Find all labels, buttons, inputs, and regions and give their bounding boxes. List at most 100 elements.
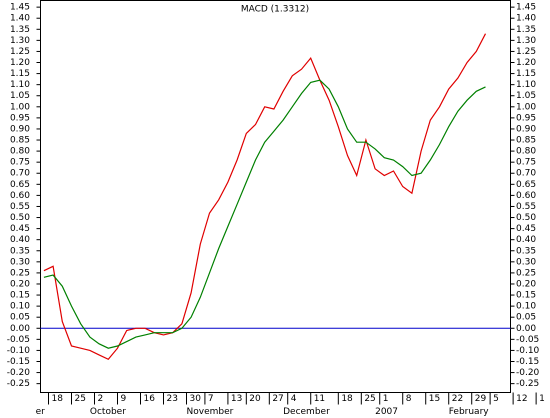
x-tick-label: 30 (190, 394, 202, 404)
y-tick-label-right: 0.90 (516, 124, 536, 134)
x-tick-label: 2 (98, 394, 104, 404)
y-tick-label-right: 0.60 (516, 191, 536, 201)
x-tick-label: 27 (272, 394, 283, 404)
y-tick-label: 0.65 (10, 180, 30, 190)
y-tick-label-right: 0.35 (516, 246, 536, 256)
y-tick-label: -0.10 (7, 346, 31, 356)
y-tick-label: 0.20 (10, 279, 30, 289)
y-tick-label-right: 1.45 (516, 3, 536, 13)
y-tick-label-right: 1.25 (516, 47, 536, 57)
y-tick-label-right: 1.15 (516, 69, 536, 79)
x-tick-label: 23 (167, 394, 178, 404)
y-tick-label: 0.90 (10, 124, 30, 134)
month-label: October (90, 407, 126, 417)
y-tick-label: -0.15 (7, 357, 30, 367)
x-tick-label: 29 (475, 394, 487, 404)
y-tick-label-right: 0.75 (516, 158, 536, 168)
y-tick-label: 0.00 (10, 324, 30, 334)
y-tick-label-right: -0.05 (516, 335, 539, 345)
y-tick-label: 0.75 (10, 158, 30, 168)
month-label: February (449, 407, 490, 417)
y-tick-label: 0.45 (10, 224, 30, 234)
plot-frame (40, 0, 511, 393)
month-label: er (36, 407, 46, 417)
x-tick-label: 25 (75, 394, 86, 404)
y-tick-label-right: 0.95 (516, 113, 536, 123)
y-tick-label: 0.15 (10, 291, 30, 301)
y-tick-label-right: 0.45 (516, 224, 536, 234)
y-tick-label-right: 0.40 (516, 235, 536, 245)
month-label: 2007 (375, 407, 398, 417)
y-tick-label: 0.70 (10, 169, 30, 179)
x-tick-label: 4 (291, 394, 297, 404)
y-tick-label: 1.40 (10, 14, 30, 24)
x-tick-label: 8 (406, 394, 412, 404)
x-tick-label: 9 (121, 394, 127, 404)
y-tick-label: 1.25 (10, 47, 30, 57)
y-tick-label-right: 0.65 (516, 180, 536, 190)
y-tick-label-right: -0.15 (516, 357, 539, 367)
y-tick-label-right: 0.20 (516, 279, 536, 289)
y-tick-label: 1.15 (10, 69, 30, 79)
month-label: November (187, 407, 234, 417)
y-tick-label: 0.25 (10, 268, 30, 278)
x-tick-label: 22 (452, 394, 463, 404)
y-tick-label: 1.35 (10, 25, 30, 35)
y-tick-label: -0.25 (7, 379, 30, 389)
series-line (43, 33, 487, 361)
x-tick-label: 12 (516, 394, 527, 404)
y-tick-label-right: 1.40 (516, 14, 536, 24)
y-tick-label-right: 0.80 (516, 147, 536, 157)
x-tick-label: 11 (314, 394, 325, 404)
y-tick-label: 0.35 (10, 246, 30, 256)
y-tick-label: 1.20 (10, 58, 30, 68)
x-tick-label: 25 (364, 394, 375, 404)
x-tick-label: 18 (341, 394, 353, 404)
x-tick-label: 7 (208, 394, 214, 404)
series-line (43, 79, 486, 349)
y-tick-label: 0.85 (10, 136, 30, 146)
y-tick-label: -0.05 (7, 335, 30, 345)
y-tick-label: 0.55 (10, 202, 30, 212)
x-tick-label: 16 (144, 394, 156, 404)
y-tick-label-right: 0.85 (516, 136, 536, 146)
y-tick-label: 0.30 (10, 257, 30, 267)
y-tick-label: 0.95 (10, 113, 30, 123)
y-tick-label-right: -0.25 (516, 379, 539, 389)
y-tick-label-right: -0.10 (516, 346, 540, 356)
y-tick-label-right: 1.10 (516, 80, 536, 90)
y-tick-label-right: 0.30 (516, 257, 536, 267)
y-tick-label: 0.50 (10, 213, 30, 223)
y-tick-label-right: 0.50 (516, 213, 536, 223)
y-tick-label: 0.60 (10, 191, 30, 201)
x-tick-label: 15 (429, 394, 440, 404)
y-tick-label: 1.45 (10, 3, 30, 13)
x-tick-label: 1 (383, 394, 389, 404)
y-tick-label-right: 0.05 (516, 313, 536, 323)
y-tick-label: 1.30 (10, 36, 30, 46)
y-tick-label: -0.20 (7, 368, 31, 378)
x-tick-label: 18 (52, 394, 64, 404)
y-tick-label-right: 0.10 (516, 302, 536, 312)
y-tick-label: 1.00 (10, 102, 30, 112)
y-tick-label-right: 1.20 (516, 58, 536, 68)
y-tick-label-right: 1.05 (516, 91, 536, 101)
y-tick-label-right: 0.70 (516, 169, 536, 179)
y-tick-label: 0.40 (10, 235, 30, 245)
y-tick-label-right: 0.25 (516, 268, 536, 278)
y-tick-label: 1.05 (10, 91, 30, 101)
x-tick-label: 13 (231, 394, 242, 404)
y-tick-label-right: -0.20 (516, 368, 540, 378)
x-tick-label: 20 (249, 394, 261, 404)
y-tick-label-right: 0.15 (516, 291, 536, 301)
x-tick-label: 1 (539, 394, 545, 404)
month-label: December (283, 407, 330, 417)
y-tick-label: 0.10 (10, 302, 30, 312)
y-tick-label: 1.10 (10, 80, 30, 90)
y-tick-label-right: 0.00 (516, 324, 536, 334)
y-tick-label: 0.05 (10, 313, 30, 323)
chart-title: MACD (1.3312) (241, 5, 309, 15)
y-tick-label: 0.80 (10, 147, 30, 157)
